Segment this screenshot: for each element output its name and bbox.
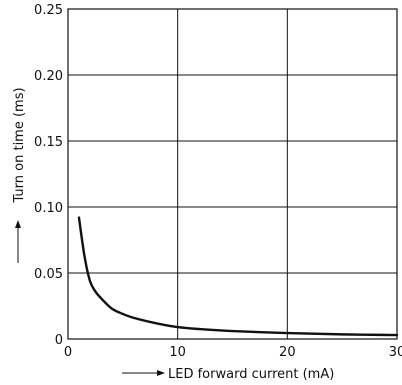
- y-tick-label: 0.05: [34, 267, 63, 282]
- x-tick-label: 30: [389, 345, 402, 360]
- x-tick-labels: 0 10 20 30: [64, 345, 402, 360]
- y-axis-arrow: [15, 220, 21, 263]
- plot-frame: [67, 8, 398, 340]
- y-tick-label: 0.20: [34, 69, 63, 84]
- y-tick-label: 0.10: [34, 201, 63, 216]
- y-tick-label: 0: [55, 333, 63, 348]
- x-axis-label: LED forward current (mA): [168, 367, 334, 382]
- y-tick-label: 0.25: [34, 3, 63, 18]
- x-tick-label: 20: [279, 345, 296, 360]
- x-tick-label: 0: [64, 345, 72, 360]
- x-axis-arrow: [122, 370, 165, 376]
- y-tick-labels: 0 0.05 0.10 0.15 0.20 0.25: [34, 3, 63, 348]
- series-layer: [77, 216, 399, 337]
- series-line: [77, 216, 399, 337]
- y-axis-label: Turn on time (ms): [12, 87, 27, 203]
- y-tick-label: 0.15: [34, 135, 63, 150]
- grid: [67, 8, 398, 340]
- x-tick-label: 10: [169, 345, 186, 360]
